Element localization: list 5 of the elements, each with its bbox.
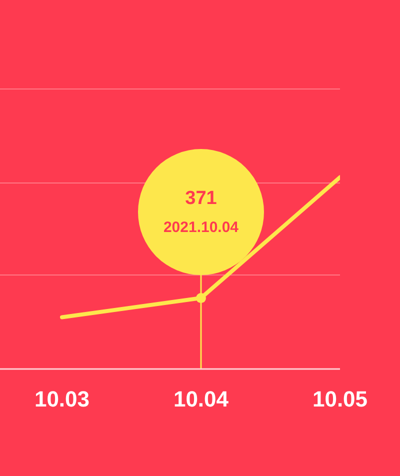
annotation: 2021.10.04 [163, 219, 240, 236]
annotation: 371 [185, 188, 218, 210]
x-tick-label: 10.04 [173, 386, 230, 412]
x-tick-label: 10.05 [312, 386, 368, 412]
x-tick-label: 10.03 [34, 386, 90, 412]
